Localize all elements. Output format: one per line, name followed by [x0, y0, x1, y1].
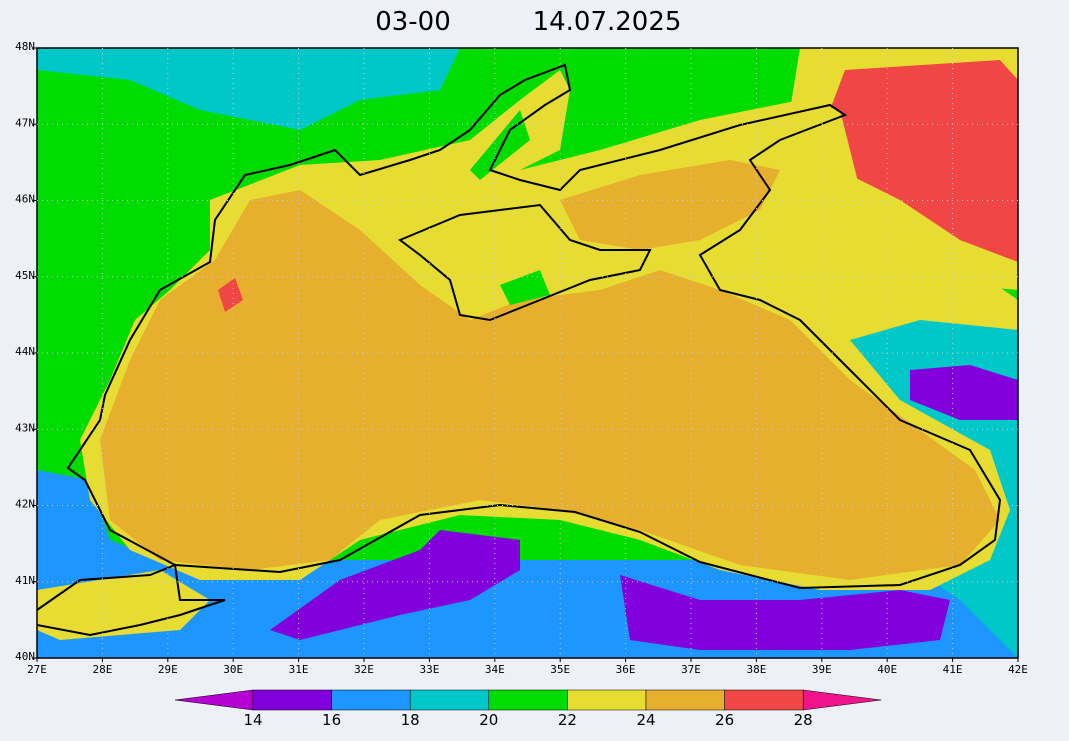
- lat-label: 43N: [15, 421, 35, 434]
- lon-label: 28E: [92, 663, 112, 676]
- colorbar-label: 22: [558, 711, 577, 729]
- colorbar-bin: [567, 689, 647, 711]
- lon-label: 39E: [812, 663, 832, 676]
- lat-label: 45N: [15, 269, 35, 282]
- lon-label: 29E: [158, 663, 178, 676]
- lon-label: 41E: [943, 663, 963, 676]
- lon-label: 33E: [419, 663, 439, 676]
- lat-label: 47N: [15, 116, 35, 129]
- lon-label: 35E: [550, 663, 570, 676]
- colorbar-bin: [331, 689, 411, 711]
- colorbar-bin: [724, 689, 804, 711]
- lon-label: 38E: [746, 663, 766, 676]
- lat-label: 48N: [15, 40, 35, 53]
- field: [37, 48, 1018, 658]
- lon-label: 30E: [223, 663, 243, 676]
- colorbar-label: 26: [715, 711, 734, 729]
- lat-label: 41N: [15, 574, 35, 587]
- colorbar-label: 14: [243, 711, 262, 729]
- colorbar-label: 16: [322, 711, 341, 729]
- colorbar-label: 24: [636, 711, 655, 729]
- colorbar-bin: [409, 689, 490, 711]
- lat-label: 42N: [15, 498, 35, 511]
- lat-label: 40N: [15, 650, 35, 663]
- lon-label: 32E: [354, 663, 374, 676]
- lon-label: 37E: [681, 663, 701, 676]
- lat-label: 46N: [15, 193, 35, 206]
- lon-label: 31E: [289, 663, 309, 676]
- colorbar-bin: [488, 689, 568, 711]
- colorbar-label: 18: [401, 711, 420, 729]
- lon-label: 34E: [485, 663, 505, 676]
- lon-label: 40E: [877, 663, 897, 676]
- title-time: 03-00: [375, 7, 451, 37]
- colorbar-high: [802, 689, 882, 711]
- colorbar-bin: [252, 689, 332, 711]
- lat-label: 44N: [15, 345, 35, 358]
- colorbar-label: 28: [794, 711, 813, 729]
- colorbar-label: 20: [479, 711, 498, 729]
- colorbar-bin: [645, 689, 725, 711]
- lon-label: 27E: [27, 663, 47, 676]
- colorbar-low: [174, 689, 254, 711]
- title-date: 14.07.2025: [533, 7, 682, 37]
- lon-label: 42E: [1008, 663, 1028, 676]
- lon-label: 36E: [616, 663, 636, 676]
